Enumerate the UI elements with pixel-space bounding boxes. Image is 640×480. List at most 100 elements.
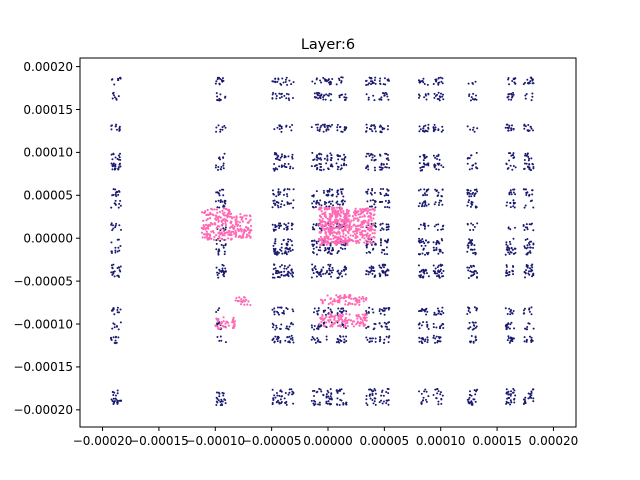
data-point-pink (358, 324, 361, 327)
data-point-navy (441, 95, 444, 98)
data-point-navy (291, 157, 294, 160)
data-point-navy (221, 77, 224, 80)
data-point-navy (525, 162, 528, 165)
data-point-navy (468, 93, 471, 96)
data-point-navy (383, 249, 385, 252)
data-point-navy (437, 77, 440, 80)
data-point-navy (113, 275, 116, 278)
data-point-navy (369, 397, 372, 400)
data-point-navy (344, 247, 347, 250)
data-point-navy (528, 223, 531, 226)
data-point-navy (318, 246, 321, 249)
data-point-navy (288, 271, 290, 274)
data-point-navy (119, 152, 122, 155)
data-point-navy (291, 96, 294, 99)
data-point-navy (528, 163, 531, 166)
data-point-navy (336, 391, 339, 394)
data-point-navy (278, 125, 281, 128)
data-point-navy (311, 268, 314, 271)
data-point-navy (437, 403, 440, 406)
data-point-pink (339, 313, 342, 316)
data-point-pink (339, 315, 342, 318)
data-point-navy (440, 402, 443, 405)
data-point-navy (381, 389, 384, 392)
data-point-navy (112, 397, 115, 400)
data-point-navy (289, 272, 292, 275)
data-point-navy (290, 240, 293, 243)
data-point-navy (110, 128, 113, 131)
data-point-navy (217, 322, 220, 325)
data-point-navy (111, 158, 114, 161)
x-tick-label: 0.00020 (529, 434, 579, 448)
data-point-navy (278, 193, 281, 196)
data-point-navy (509, 313, 512, 316)
data-point-navy (291, 339, 294, 342)
data-point-navy (114, 339, 117, 342)
x-tick-label: 0.00005 (360, 434, 410, 448)
data-point-navy (285, 76, 288, 79)
data-point-pink (365, 207, 368, 210)
data-point-navy (222, 394, 225, 397)
data-point-navy (528, 193, 531, 196)
data-point-navy (292, 402, 295, 405)
x-axis: −0.00020−0.00015−0.00010−0.00005 0.00000 0… (73, 427, 579, 448)
data-point-pink (351, 323, 354, 326)
data-point-navy (319, 166, 322, 169)
data-point-navy (382, 341, 385, 344)
data-point-navy (468, 402, 471, 405)
data-point-pink (365, 224, 368, 228)
data-point-navy (423, 192, 426, 195)
data-point-pink (245, 233, 249, 236)
data-point-pink (367, 226, 370, 230)
y-tick-label: 0.00020 (23, 60, 73, 74)
data-point-navy (311, 226, 314, 229)
data-point-navy (380, 325, 383, 327)
data-point-navy (522, 312, 525, 315)
data-point-pink (371, 208, 374, 211)
data-point-navy (272, 91, 275, 94)
data-point-navy (222, 246, 225, 249)
data-point-navy (292, 310, 295, 313)
data-point-navy (470, 96, 473, 99)
data-point-navy (418, 274, 421, 277)
data-point-navy (526, 152, 529, 155)
data-point-navy (278, 222, 281, 225)
data-point-pink (370, 229, 373, 232)
data-point-navy (435, 155, 438, 158)
data-point-navy (277, 275, 280, 278)
data-point-navy (513, 401, 516, 404)
data-point-pink (329, 213, 332, 216)
data-point-pink (359, 321, 362, 324)
data-point-navy (323, 123, 326, 126)
data-point-navy (114, 246, 117, 249)
data-point-navy (311, 326, 314, 329)
data-point-pink (356, 321, 359, 324)
data-point-navy (219, 404, 222, 407)
data-point-pink (227, 324, 230, 327)
data-point-navy (110, 223, 113, 226)
data-point-pink (368, 229, 371, 232)
data-point-navy (385, 307, 388, 310)
data-point-navy (278, 128, 281, 131)
data-point-navy (385, 166, 388, 169)
data-point-navy (365, 398, 368, 401)
data-point-navy (286, 195, 289, 198)
data-point-navy (273, 310, 276, 313)
data-point-navy (343, 96, 346, 99)
data-point-navy (437, 269, 440, 272)
data-point-navy (290, 222, 293, 225)
data-point-navy (217, 252, 220, 255)
data-point-navy (385, 228, 388, 231)
data-point-pink (352, 297, 355, 300)
data-point-navy (524, 125, 527, 128)
data-point-navy (215, 80, 218, 83)
data-point-navy (371, 308, 374, 311)
data-point-navy (330, 159, 333, 162)
data-point-pink (335, 243, 338, 247)
data-point-pink (212, 213, 215, 217)
data-point-navy (467, 156, 470, 159)
data-point-pink (217, 327, 220, 331)
data-point-pink (367, 236, 370, 239)
data-point-navy (290, 269, 293, 272)
data-point-navy (422, 248, 425, 251)
